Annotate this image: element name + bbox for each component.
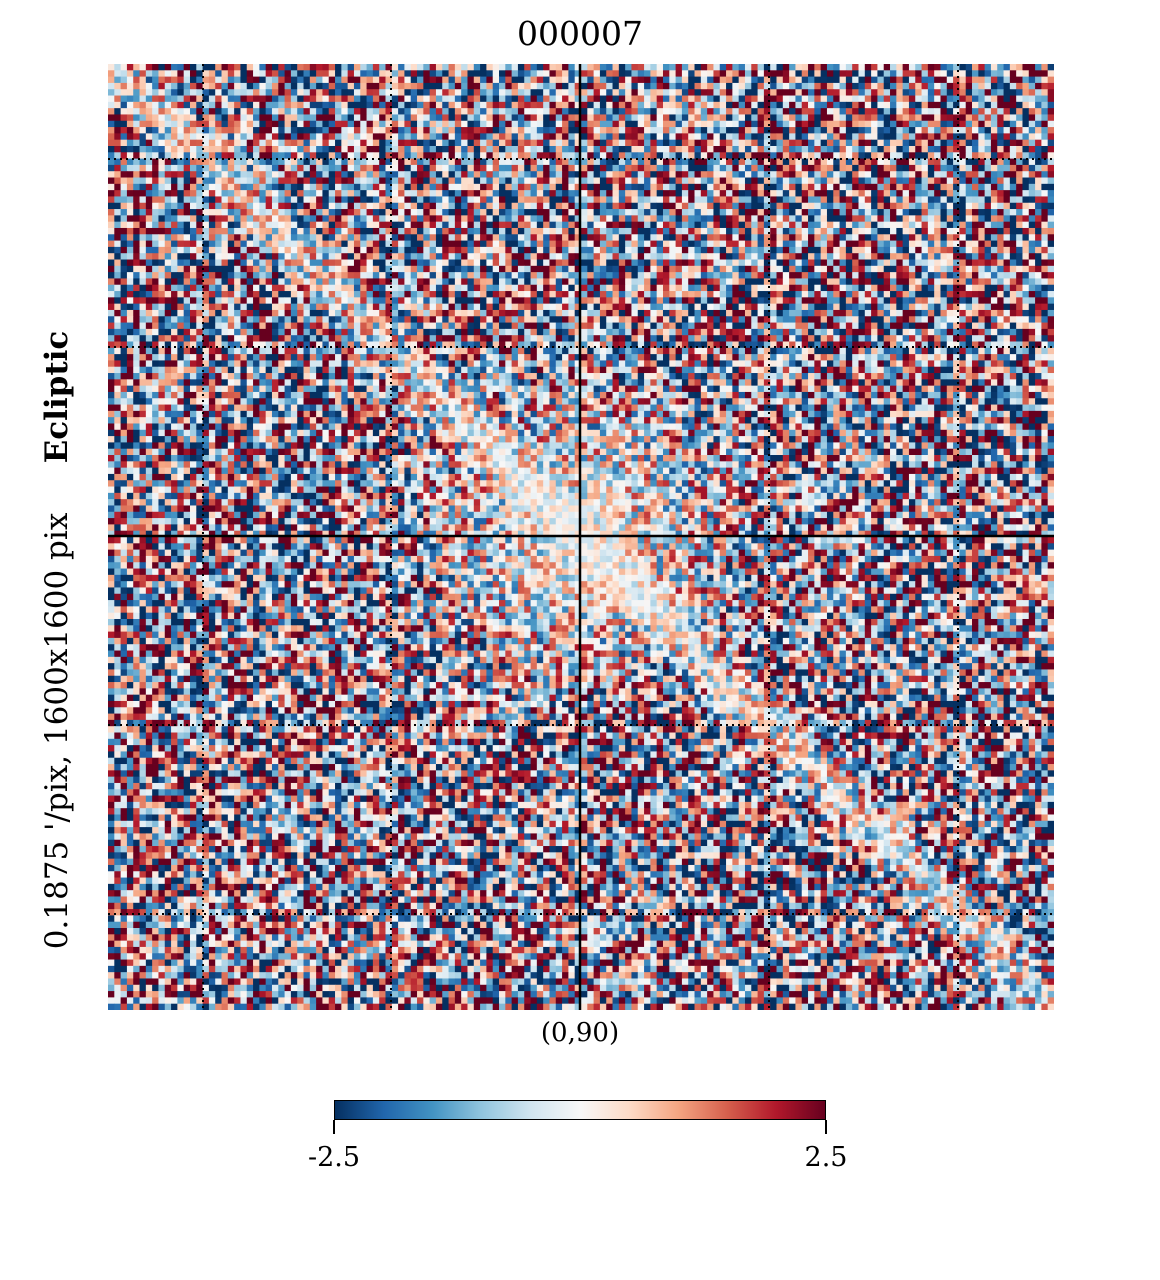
- map-area: [108, 64, 1054, 1010]
- projection-map: [108, 64, 1054, 1010]
- resolution-label: 0.1875 '/pix, 1600x1600 pix: [39, 513, 75, 950]
- colorbar-min-label: -2.5: [308, 1142, 360, 1173]
- colorbar: [334, 1100, 826, 1120]
- chart-title: 000007: [0, 14, 1160, 53]
- center-coordinate-label: (0,90): [541, 1018, 619, 1048]
- coord-system-label: Ecliptic: [39, 331, 75, 464]
- colorbar-tick-max: [825, 1120, 827, 1134]
- colorbar-max-label: 2.5: [805, 1142, 848, 1173]
- colorbar-tick-min: [333, 1120, 335, 1134]
- side-label: 0.1875 '/pix, 1600x1600 pix Ecliptic: [39, 331, 75, 950]
